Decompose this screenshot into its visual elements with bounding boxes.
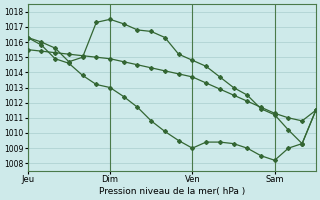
X-axis label: Pression niveau de la mer( hPa ): Pression niveau de la mer( hPa ) <box>99 187 245 196</box>
